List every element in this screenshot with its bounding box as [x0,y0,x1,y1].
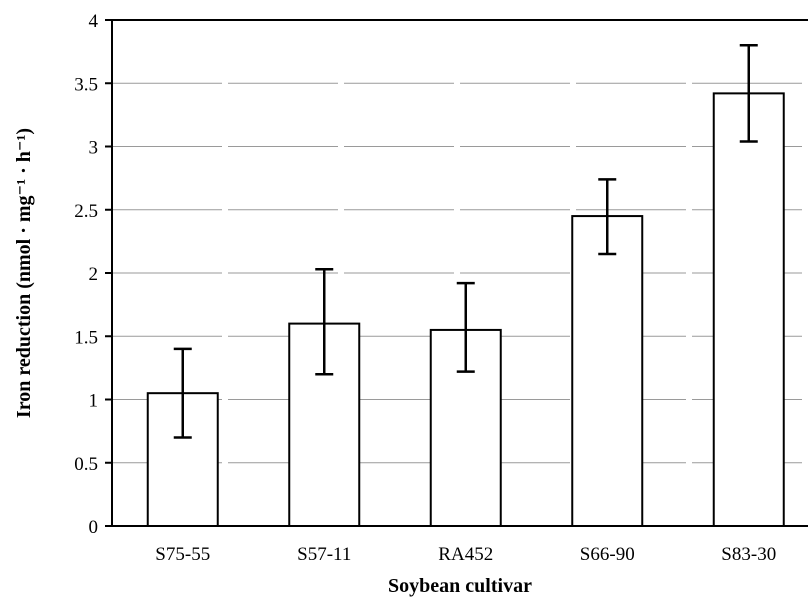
x-tick-label: S57-11 [297,544,351,565]
y-tick-label: 3 [89,138,99,159]
y-tick-label: 3.5 [74,74,98,95]
y-tick-label: 0.5 [74,454,98,475]
y-tick-label: 4 [89,11,99,32]
x-tick-label: S66-90 [580,544,635,565]
y-tick-label: 2.5 [74,201,98,222]
y-tick-labels: 0 0.5 1 1.5 2 2.5 3 3.5 4 [74,11,112,538]
y-axis-title: Iron reduction (nmol · mg⁻¹ · h⁻¹) [13,128,35,418]
x-tick-label: S83-30 [721,544,776,565]
x-tick-label: RA452 [438,544,493,565]
bar [571,215,644,527]
x-tick-labels: S75-55 S57-11 RA452 S66-90 S83-30 [155,544,776,565]
error-bars [173,44,758,439]
y-tick-label: 2 [89,264,99,285]
x-tick-label: S75-55 [155,544,210,565]
x-axis-title: Soybean cultivar [388,575,532,597]
y-tick-label: 0 [89,517,99,538]
y-tick-label: 1 [89,391,99,412]
bar [712,92,785,528]
y-tick-label: 1.5 [74,327,98,348]
